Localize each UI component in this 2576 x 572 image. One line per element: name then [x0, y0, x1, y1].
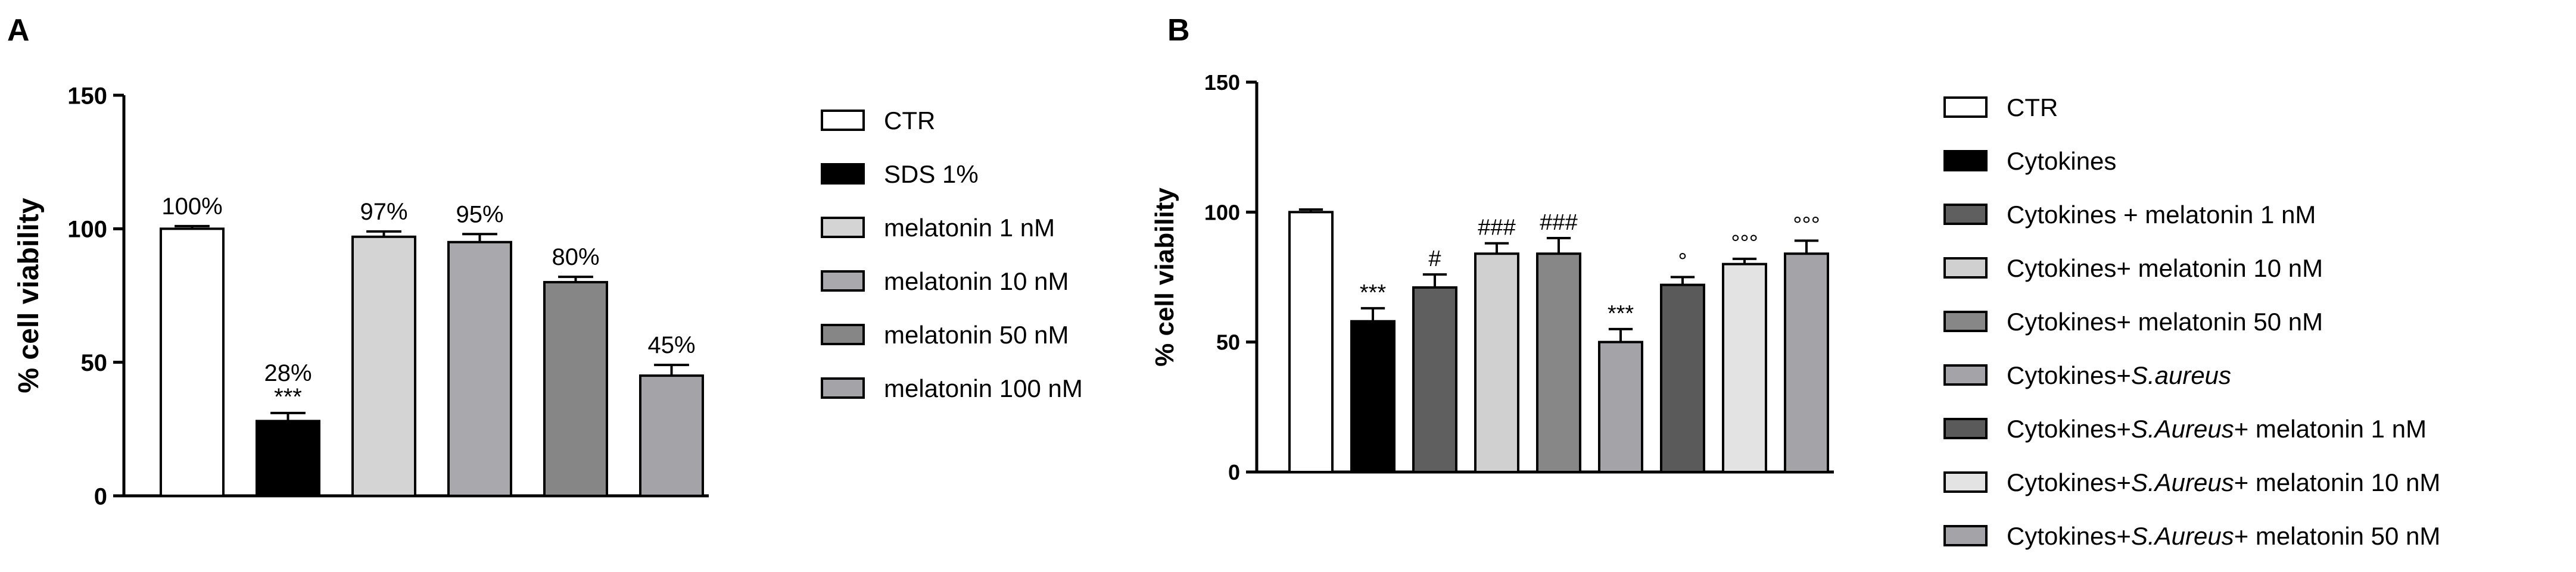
y-tick-label-a: 0: [94, 483, 107, 510]
bar-a-2: [256, 420, 320, 498]
legend-label-a-3: melatonin 1 nM: [884, 214, 1055, 242]
legend-swatch-b-6: [1943, 364, 1988, 386]
legend-label-italic: S.Aureus: [2131, 415, 2234, 443]
legend-label-b-1: CTR: [2007, 93, 2058, 121]
legend-label-text: melatonin 100 nM: [884, 374, 1083, 402]
panel-label-a: A: [7, 13, 30, 48]
y-tick-label-a: 150: [67, 83, 107, 109]
legend-swatch-a-5: [821, 324, 865, 345]
bar-b-3: [1412, 286, 1457, 473]
panel-label-b: B: [1167, 13, 1190, 48]
legend-label-text: melatonin 50 nM: [884, 321, 1069, 349]
legend-label-b-3: Cytokines + melatonin 1 nM: [2007, 201, 2316, 229]
legend-label-italic: S.Aureus: [2131, 522, 2234, 550]
y-tick-label-b: 0: [1228, 460, 1240, 485]
significance-label-b-2: ***: [1360, 280, 1387, 305]
bar-b-2: [1350, 320, 1396, 473]
data-label-a-6: 45%: [647, 332, 695, 358]
legend-swatch-a-4: [821, 270, 865, 292]
legend-label-italic: S.Aureus: [2131, 468, 2234, 496]
significance-label-b-5: ###: [1540, 210, 1577, 235]
legend-label-a-4: melatonin 10 nM: [884, 267, 1069, 295]
significance-label-b-8: °°°: [1731, 231, 1758, 256]
legend-label-b-6: Cytokines+S.aureus: [2007, 361, 2231, 389]
legend-label-text: Cytokines + melatonin 1 nM: [2007, 201, 2316, 229]
legend-swatch-a-6: [821, 377, 865, 399]
legend-swatch-a-2: [821, 163, 865, 185]
legend-label-a-2: SDS 1%: [884, 160, 979, 188]
data-label-a-2: 28%: [264, 360, 312, 386]
legend-label-b-4: Cytokines+ melatonin 10 nM: [2007, 254, 2323, 282]
bar-a-4: [447, 240, 512, 497]
data-label-a-4: 95%: [456, 201, 503, 227]
bar-a-5: [543, 281, 608, 497]
bar-b-9: [1784, 252, 1829, 473]
y-axis-title-b: % cell viability: [1150, 187, 1179, 367]
significance-label-b-3: #: [1428, 246, 1441, 271]
legend-label-text: Cytokines: [2007, 147, 2116, 175]
legend-label-b-5: Cytokines+ melatonin 50 nM: [2007, 308, 2323, 336]
bar-b-8: [1722, 262, 1767, 473]
legend-swatch-b-2: [1943, 150, 1988, 171]
legend-label-text: Cytokines+: [2007, 468, 2131, 496]
y-tick-label-b: 150: [1204, 70, 1240, 95]
y-tick-label-b: 100: [1204, 200, 1240, 224]
legend-label-text: Cytokines+: [2007, 522, 2131, 550]
bar-b-4: [1474, 252, 1519, 473]
significance-label-b-6: ***: [1608, 301, 1634, 326]
legend-label-suffix: + melatonin 1 nM: [2234, 415, 2427, 443]
significance-label-b-9: °°°: [1793, 212, 1820, 237]
legend-swatch-b-7: [1943, 418, 1988, 439]
y-tick-label-a: 100: [67, 217, 107, 243]
legend-swatch-b-9: [1943, 525, 1988, 546]
data-label-a-3: 97%: [360, 199, 407, 225]
legend-label-italic: S.aureus: [2131, 361, 2231, 389]
legend-label-text: CTR: [884, 107, 935, 135]
legend-label-a-5: melatonin 50 nM: [884, 321, 1069, 349]
significance-label-b-7: °: [1678, 249, 1687, 274]
legend-label-text: melatonin 10 nM: [884, 267, 1069, 295]
legend-swatch-a-3: [821, 217, 865, 238]
bar-b-7: [1660, 283, 1705, 473]
y-axis-title-a: % cell viability: [13, 198, 45, 393]
legend-swatch-b-3: [1943, 204, 1988, 225]
legend-label-suffix: + melatonin 50 nM: [2234, 522, 2441, 550]
panel-a-chart: 0 50 100 150 % cell viability 100% ***28% 97% 95…: [13, 83, 1083, 510]
y-tick-label-b: 50: [1216, 330, 1240, 355]
data-label-a-1: 100%: [161, 193, 222, 220]
legend-label-a-6: melatonin 100 nM: [884, 374, 1083, 402]
significance-label-a-2: ***: [274, 384, 302, 410]
legend-label-text: melatonin 1 nM: [884, 214, 1055, 242]
legend-label-b-2: Cytokines: [2007, 147, 2116, 175]
legend-swatch-a-1: [821, 110, 865, 131]
bar-b-1: [1288, 211, 1334, 473]
legend-label-b-8: Cytokines+S.Aureus+ melatonin 10 nM: [2007, 468, 2440, 496]
legend-label-text: Cytokines+ melatonin 50 nM: [2007, 308, 2323, 336]
legend-label-text: SDS 1%: [884, 160, 979, 188]
legend-swatch-b-4: [1943, 257, 1988, 279]
legend-label-b-7: Cytokines+S.Aureus+ melatonin 1 nM: [2007, 415, 2427, 443]
bar-b-5: [1536, 252, 1581, 473]
legend-label-a-1: CTR: [884, 107, 935, 135]
bar-b-6: [1598, 340, 1643, 474]
bar-a-1: [160, 227, 225, 497]
bar-a-3: [351, 235, 416, 497]
legend-label-text: Cytokines+: [2007, 415, 2131, 443]
legend-label-text: Cytokines+ melatonin 10 nM: [2007, 254, 2323, 282]
legend-swatch-b-1: [1943, 96, 1988, 118]
legend-swatch-b-5: [1943, 311, 1988, 332]
y-tick-label-a: 50: [81, 350, 108, 376]
data-label-a-5: 80%: [552, 244, 599, 270]
significance-label-b-4: ###: [1478, 215, 1515, 240]
legend-label-b-9: Cytokines+S.Aureus+ melatonin 50 nM: [2007, 522, 2440, 550]
legend-label-text: CTR: [2007, 93, 2058, 121]
legend-label-suffix: + melatonin 10 nM: [2234, 468, 2441, 496]
legend-swatch-b-8: [1943, 471, 1988, 493]
legend-label-text: Cytokines+: [2007, 361, 2131, 389]
bar-a-6: [639, 374, 704, 497]
